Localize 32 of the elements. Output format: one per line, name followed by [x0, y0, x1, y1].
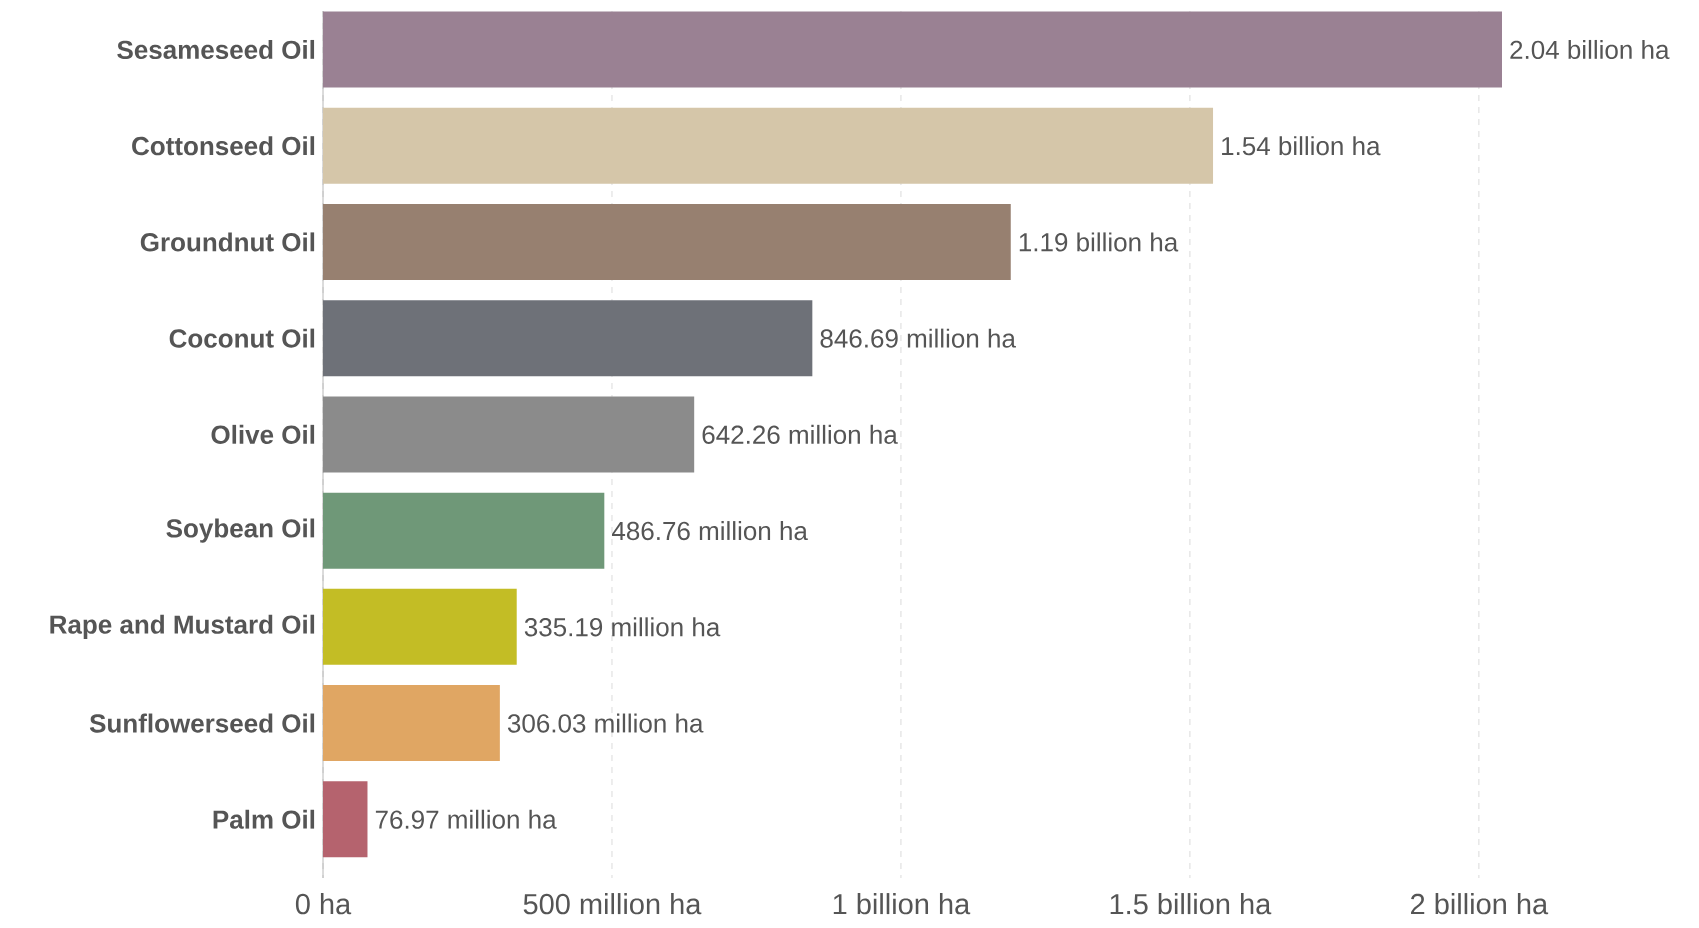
data-label: 486.76 million ha: [611, 521, 808, 541]
y-tick-label: Groundnut Oil: [140, 232, 315, 252]
bar: [323, 203, 1011, 280]
x-tick-label: 1 billion ha: [833, 893, 971, 915]
bar: [323, 396, 695, 473]
bar: [323, 300, 813, 377]
y-tick-label: Palm Oil: [213, 809, 315, 829]
y-tick-label: Soybean Oil: [166, 518, 315, 543]
data-label: 1.19 billion ha: [1019, 232, 1179, 252]
bar: [323, 492, 605, 569]
bar: [323, 11, 1502, 88]
data-label: 2.04 billion ha: [1510, 39, 1670, 60]
data-label: 846.69 million ha: [820, 328, 1016, 348]
data-label: 306.03 million ha: [507, 713, 704, 733]
data-label: 335.19 million ha: [524, 617, 721, 637]
bar: [323, 107, 1214, 184]
y-tick-label: Olive Oil: [211, 424, 315, 444]
data-label: 1.54 billion ha: [1222, 136, 1381, 156]
y-tick-label: Sunflowerseed Oil: [89, 713, 315, 733]
bar: [323, 685, 500, 762]
x-tick-label: 0 ha: [295, 893, 352, 915]
y-tick-label: Sesameseed Oil: [117, 39, 315, 60]
bar: [323, 588, 517, 665]
data-label: 76.97 million ha: [375, 809, 557, 829]
y-tick-label: Coconut Oil: [169, 328, 315, 348]
x-tick-label: 2 billion ha: [1411, 893, 1549, 915]
data-label: 642.26 million ha: [702, 424, 898, 444]
x-tick-label: 500 million ha: [523, 893, 702, 915]
bar: [323, 781, 368, 858]
y-tick-label: Rape and Mustard Oil: [50, 614, 315, 639]
x-tick-label: 1.5 billion ha: [1110, 893, 1272, 915]
y-tick-label: Cottonseed Oil: [132, 136, 315, 156]
